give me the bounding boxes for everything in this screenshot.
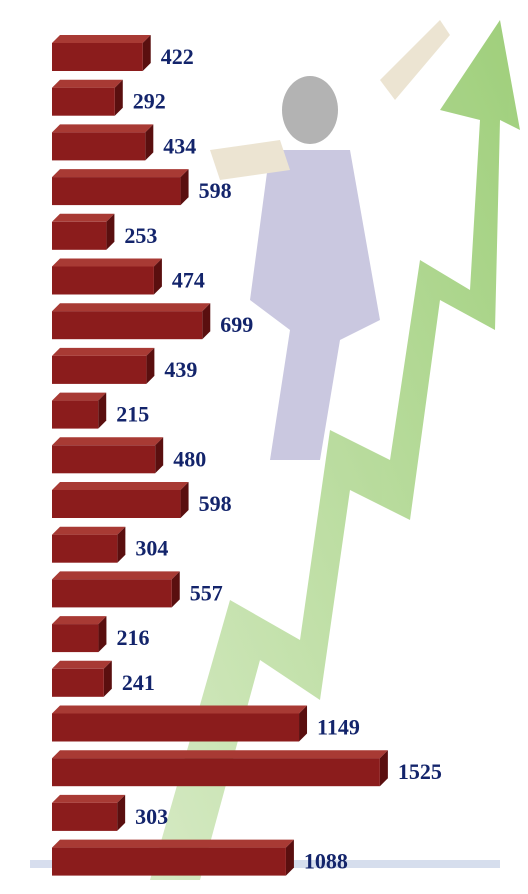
- value-label: 1525: [398, 759, 442, 784]
- bar-side: [202, 303, 211, 340]
- bar-top: [52, 705, 308, 714]
- bar-side: [145, 124, 154, 161]
- bar-top: [52, 303, 211, 312]
- value-label: 303: [135, 804, 168, 829]
- bar-side: [146, 347, 155, 384]
- bar: [52, 132, 146, 161]
- value-label: 480: [173, 446, 206, 471]
- bar-top: [52, 750, 388, 759]
- bar: [52, 266, 154, 295]
- bar: [52, 534, 118, 563]
- bar-side: [379, 750, 388, 787]
- bar-top: [52, 482, 189, 490]
- value-label: 699: [220, 312, 253, 337]
- bar: [52, 87, 115, 116]
- bar: [52, 713, 300, 742]
- bar: [52, 355, 147, 384]
- bar: [52, 43, 143, 71]
- bar-top: [52, 213, 115, 222]
- bar-side: [285, 839, 294, 876]
- bar-side: [114, 79, 123, 116]
- bar-side: [153, 258, 162, 295]
- bar: [52, 579, 172, 608]
- bar-side: [142, 35, 151, 71]
- value-label: 292: [133, 89, 166, 114]
- bar: [52, 221, 107, 250]
- bar-side: [117, 526, 126, 563]
- bar-top: [52, 79, 123, 88]
- bar: [52, 445, 156, 474]
- bar-top: [52, 169, 189, 178]
- value-label: 304: [135, 536, 168, 561]
- value-label: 241: [122, 670, 155, 695]
- bar: [52, 758, 380, 787]
- bar-top: [52, 347, 155, 356]
- value-label: 474: [172, 268, 205, 293]
- bar-top: [52, 35, 151, 43]
- bar-top: [52, 526, 126, 535]
- bar: [52, 177, 181, 206]
- bar: [52, 802, 118, 831]
- value-label: 598: [199, 491, 232, 516]
- bar-side: [106, 213, 115, 250]
- bar-side: [180, 169, 189, 206]
- value-label: 434: [163, 133, 196, 158]
- bar-side: [171, 571, 180, 608]
- bar-top: [52, 437, 164, 446]
- bar: [52, 668, 104, 697]
- bar: [52, 624, 99, 653]
- bar-side: [117, 794, 126, 831]
- bar: [52, 400, 99, 429]
- bar-top: [52, 660, 112, 669]
- bar-top: [52, 258, 162, 267]
- bar-top: [52, 616, 107, 625]
- bar: [52, 311, 203, 340]
- bar-side: [103, 660, 112, 697]
- value-label: 253: [124, 223, 157, 248]
- value-label: 557: [190, 580, 223, 605]
- bar-top: [52, 839, 294, 848]
- bar: [52, 847, 286, 876]
- bar-top: [52, 392, 107, 401]
- bar-top: [52, 124, 154, 133]
- bar-side: [299, 705, 308, 742]
- bar-side: [98, 616, 107, 653]
- bar-side: [98, 392, 107, 429]
- bar-side: [180, 482, 189, 518]
- bar-top: [52, 571, 180, 580]
- value-label: 1149: [317, 715, 360, 740]
- value-label: 439: [164, 357, 197, 382]
- bar-top: [52, 794, 126, 803]
- value-label: 215: [116, 402, 149, 427]
- value-label: 598: [199, 178, 232, 203]
- bar-side: [155, 437, 164, 474]
- bar: [52, 490, 181, 518]
- value-label: 422: [161, 44, 194, 69]
- value-label: 1088: [304, 849, 348, 874]
- value-label: 216: [116, 625, 149, 650]
